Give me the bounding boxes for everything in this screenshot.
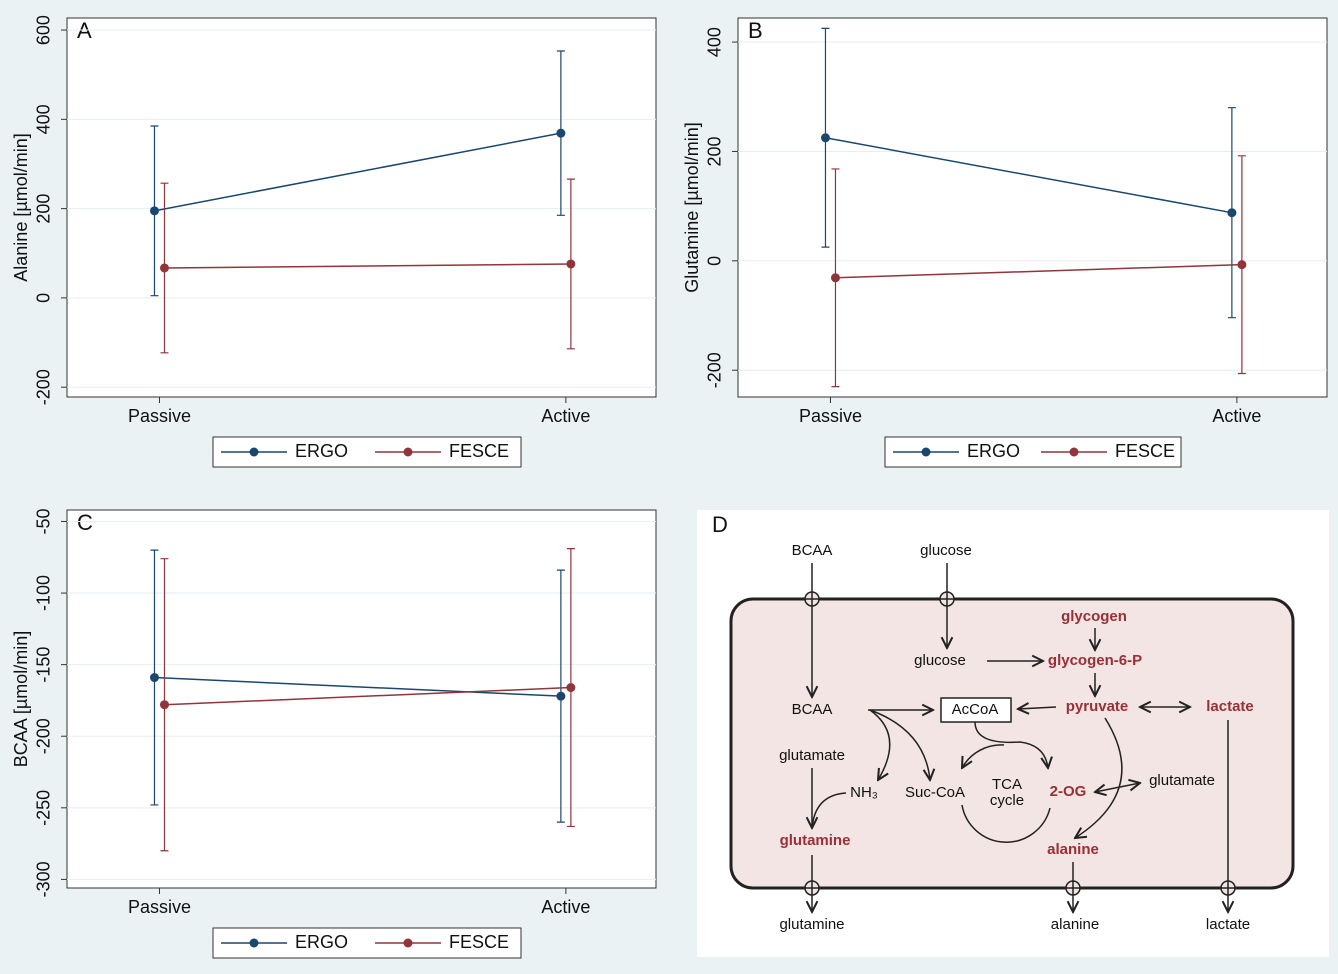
- node-label: glycogen: [1061, 608, 1127, 625]
- node-label: NH₃: [850, 784, 878, 801]
- node-label: TCA: [992, 776, 1022, 793]
- y-tick-label: -300: [34, 861, 54, 897]
- diagram-panel: D B: [697, 510, 1329, 957]
- legend-label: ERGO: [295, 932, 348, 952]
- panel-label: C: [77, 510, 93, 535]
- node-label: lactate: [1206, 698, 1254, 715]
- y-tick-label: 200: [34, 194, 54, 224]
- plot-area: [738, 18, 1327, 397]
- node-label: BCAA: [792, 701, 833, 718]
- node-label: AcCoA: [952, 701, 999, 718]
- point: [150, 673, 159, 682]
- plot-area: [67, 510, 656, 888]
- x-tick-label: Passive: [799, 406, 862, 426]
- y-tick-label: 0: [705, 256, 725, 266]
- legend-marker: [922, 448, 931, 457]
- y-tick-label: -150: [34, 647, 54, 683]
- legend-marker: [1070, 448, 1079, 457]
- y-tick-label: 0: [34, 293, 54, 303]
- y-axis-label: Alanine [µmol/min]: [11, 133, 31, 281]
- x-tick-label: Passive: [128, 406, 191, 426]
- legend-marker: [250, 448, 259, 457]
- y-tick-label: 400: [705, 27, 725, 57]
- legend-label: FESCE: [1115, 441, 1175, 461]
- node-label: glutamine: [780, 832, 851, 849]
- y-tick-label: -100: [34, 575, 54, 611]
- point: [1227, 208, 1236, 217]
- y-tick-label: -200: [34, 369, 54, 405]
- y-axis-label: BCAA [µmol/min]: [11, 631, 31, 767]
- y-tick-label: 400: [34, 104, 54, 134]
- node-label: glucose: [920, 542, 972, 559]
- node-label: 2-OG: [1050, 783, 1087, 800]
- y-tick-label: -50: [34, 508, 54, 534]
- node-label: Suc-CoA: [905, 784, 965, 801]
- legend-label: ERGO: [295, 441, 348, 461]
- node-label: alanine: [1051, 916, 1099, 933]
- point: [556, 129, 565, 138]
- point: [150, 206, 159, 215]
- x-tick-label: Active: [1212, 406, 1261, 426]
- node-label: pyruvate: [1066, 698, 1129, 715]
- legend-label: FESCE: [449, 441, 509, 461]
- node-label: glutamine: [779, 916, 844, 933]
- page: {"chart_data": [ {"type": "line", "label…: [0, 0, 1338, 974]
- y-tick-label: 600: [34, 15, 54, 45]
- x-tick-label: Passive: [128, 897, 191, 917]
- point: [831, 273, 840, 282]
- node-label: glutamate: [1149, 772, 1215, 789]
- legend-label: FESCE: [449, 932, 509, 952]
- legend-marker: [404, 448, 413, 457]
- point: [160, 700, 169, 709]
- legend-marker: [404, 939, 413, 948]
- y-tick-label: 200: [705, 136, 725, 166]
- panel-label: D: [712, 512, 728, 537]
- legend-label: ERGO: [967, 441, 1020, 461]
- node-label: BCAA: [792, 542, 833, 559]
- x-tick-label: Active: [541, 406, 590, 426]
- point: [556, 692, 565, 701]
- point: [566, 683, 575, 692]
- point: [1237, 260, 1246, 269]
- figure: A-2000200400600Alanine [µmol/min]Passive…: [0, 0, 1338, 974]
- node-label: alanine: [1047, 841, 1099, 858]
- y-axis-label: Glutamine [µmol/min]: [682, 122, 702, 292]
- panel-label: B: [748, 18, 763, 43]
- node-label: glucose: [914, 652, 966, 669]
- y-tick-label: -200: [34, 718, 54, 754]
- y-tick-label: -250: [34, 790, 54, 826]
- point: [821, 133, 830, 142]
- point: [160, 263, 169, 272]
- node-label: cycle: [990, 792, 1024, 809]
- node-label: glycogen-6-P: [1048, 652, 1142, 669]
- y-tick-label: -200: [705, 352, 725, 388]
- node-label: glutamate: [779, 747, 845, 764]
- node-label: lactate: [1206, 916, 1250, 933]
- legend-marker: [250, 939, 259, 948]
- point: [566, 259, 575, 268]
- x-tick-label: Active: [541, 897, 590, 917]
